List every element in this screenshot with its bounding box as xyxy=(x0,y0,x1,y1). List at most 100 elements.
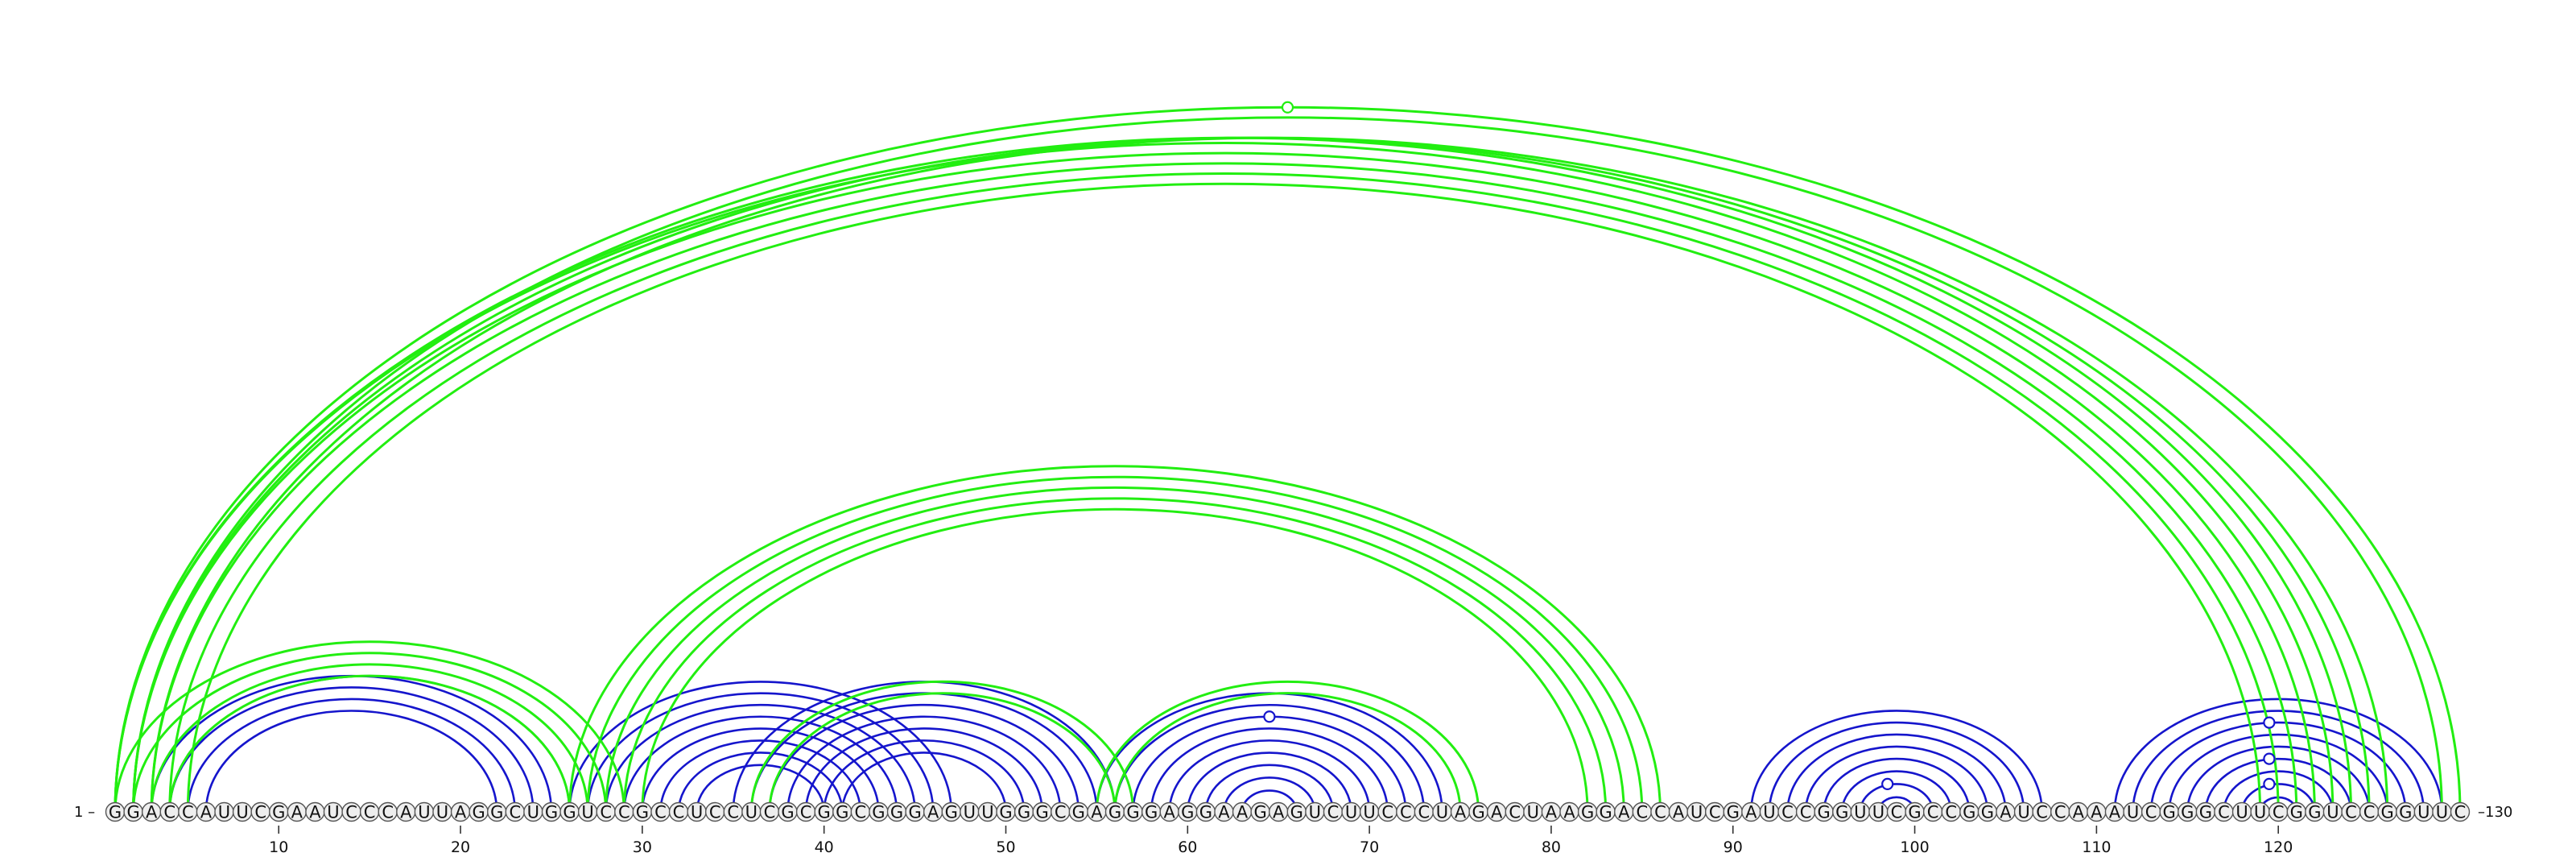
blue-arc-39-52 xyxy=(804,727,1043,814)
nucleotide-78: C xyxy=(1505,801,1525,822)
nucleotide-letter: C xyxy=(1055,803,1067,822)
nucleotide-103: G xyxy=(1959,801,1979,822)
nucleotide-letter: C xyxy=(2054,803,2066,822)
nucleotide-letter: U xyxy=(1436,803,1448,822)
nucleotide-letter: U xyxy=(2254,803,2266,822)
nucleotide-50: G xyxy=(996,801,1016,822)
nucleotide-121: G xyxy=(2286,801,2306,822)
loop-marker-4 xyxy=(2263,716,2276,729)
nucleotide-letter: A xyxy=(1455,803,1467,822)
blue-arc-62-67 xyxy=(1223,776,1316,814)
nucleotide-letter: G xyxy=(636,803,649,822)
nucleotide-117: C xyxy=(2214,801,2234,822)
green-arc-30-82 xyxy=(641,508,1589,814)
nucleotide-98: U xyxy=(1868,801,1889,822)
nucleotide-56: G xyxy=(1104,801,1125,822)
green-arc-55-76 xyxy=(1095,681,1480,814)
blue-arc-27-46 xyxy=(586,692,935,814)
nucleotide-letter: C xyxy=(1327,803,1340,822)
nucleotide-24: U xyxy=(523,801,543,822)
nucleotide-letter: C xyxy=(2218,803,2230,822)
nucleotide-123: U xyxy=(2322,801,2343,822)
nucleotide-letter: C xyxy=(618,803,630,822)
nucleotide-22: G xyxy=(487,801,507,822)
tick-label-20: 20 xyxy=(451,838,470,856)
nucleotide-letter: A xyxy=(1618,803,1630,822)
nucleotide-letter: G xyxy=(1199,803,1212,822)
nucleotide-letter: G xyxy=(1145,803,1158,822)
nucleotide-letter: U xyxy=(436,803,448,822)
nucleotide-letter: A xyxy=(200,803,213,822)
nucleotide-letter: U xyxy=(2436,803,2448,822)
nucleotide-letter: A xyxy=(2091,803,2103,822)
tick-label-40: 40 xyxy=(815,838,834,856)
nucleotide-letter: C xyxy=(1418,803,1430,822)
nucleotide-letter: A xyxy=(2073,803,2085,822)
nucleotide-letter: U xyxy=(1345,803,1357,822)
nucleotide-112: U xyxy=(2123,801,2143,822)
nucleotide-letter: U xyxy=(1363,803,1375,822)
nucleotide-57: G xyxy=(1123,801,1143,822)
nucleotide-62: A xyxy=(1214,801,1234,822)
nucleotide-107: C xyxy=(2032,801,2052,822)
nucleotide-97: U xyxy=(1850,801,1871,822)
nucleotide-53: C xyxy=(1051,801,1071,822)
loop-marker-6 xyxy=(2263,777,2276,791)
tick-label-60: 60 xyxy=(1178,838,1197,856)
nucleotide-letter: A xyxy=(927,803,939,822)
green-arc-28-84 xyxy=(605,486,1625,814)
blue-arc-96-102 xyxy=(1840,770,1953,814)
nucleotide-letter: C xyxy=(1891,803,1903,822)
tick-label-80: 80 xyxy=(1542,838,1561,856)
nucleotide-letter: G xyxy=(109,803,122,822)
sequence-start-label: 1 – xyxy=(74,804,95,821)
blue-arc-4-24 xyxy=(168,686,535,814)
nucleotide-letter: G xyxy=(999,803,1012,822)
nucleotide-letter: C xyxy=(673,803,685,822)
nucleotide-letter: C xyxy=(1800,803,1812,822)
nucleotide-letter: U xyxy=(1527,803,1539,822)
nucleotide-110: A xyxy=(2087,801,2107,822)
blue-arc-61-68 xyxy=(1204,764,1335,814)
nucleotide-letter: G xyxy=(1126,803,1139,822)
nucleotide-letter: U xyxy=(2417,803,2429,822)
nucleotide-letter: U xyxy=(527,803,539,822)
nucleotide-letter: G xyxy=(1981,803,1994,822)
nucleotide-letter: G xyxy=(1818,803,1831,822)
nucleotide-12: A xyxy=(305,801,325,822)
nucleotide-letter: C xyxy=(1654,803,1666,822)
nucleotide-25: G xyxy=(541,801,562,822)
nucleotide-letter: C xyxy=(764,803,776,822)
blue-arc-26-47 xyxy=(568,681,953,814)
sequence-end-label: –130 xyxy=(2478,804,2512,821)
nucleotide-circle xyxy=(2450,801,2471,822)
nucleotide-18: U xyxy=(414,801,435,822)
nucleotide-letter: G xyxy=(1036,803,1049,822)
nucleotide-letter: C xyxy=(2454,803,2467,822)
nucleotide-letter: C xyxy=(1945,803,1957,822)
nucleotide-letter: U xyxy=(581,803,593,822)
nucleotide-99: C xyxy=(1886,801,1907,822)
nucleotide-letter: G xyxy=(872,803,885,822)
nucleotide-7: U xyxy=(214,801,234,822)
nucleotide-letter: C xyxy=(163,803,175,822)
nucleotide-letter: A xyxy=(1745,803,1757,822)
nucleotide-95: G xyxy=(1814,801,1834,822)
blue-arc-58-71 xyxy=(1150,727,1389,814)
nucleotide-59: A xyxy=(1159,801,1179,822)
blue-arc-94-104 xyxy=(1804,746,1989,814)
axis-layer: 10 20 30 40 50 60 70 80 90 100 110 120 xyxy=(269,826,2293,856)
nucleotide-33: U xyxy=(687,801,707,822)
nucleotide-70: U xyxy=(1359,801,1380,822)
blue-arc-4-26 xyxy=(168,674,571,814)
nucleotide-4: C xyxy=(159,801,180,822)
nucleotide-27: U xyxy=(577,801,598,822)
nucleotide-letter: G xyxy=(490,803,503,822)
nucleotide-38: G xyxy=(778,801,798,822)
nucleotide-letter: U xyxy=(691,803,703,822)
nucleotide-letter: G xyxy=(545,803,558,822)
blue-arc-60-69 xyxy=(1187,751,1352,814)
nucleotide-36: U xyxy=(741,801,762,822)
blue-arc-37-54 xyxy=(768,704,1080,814)
